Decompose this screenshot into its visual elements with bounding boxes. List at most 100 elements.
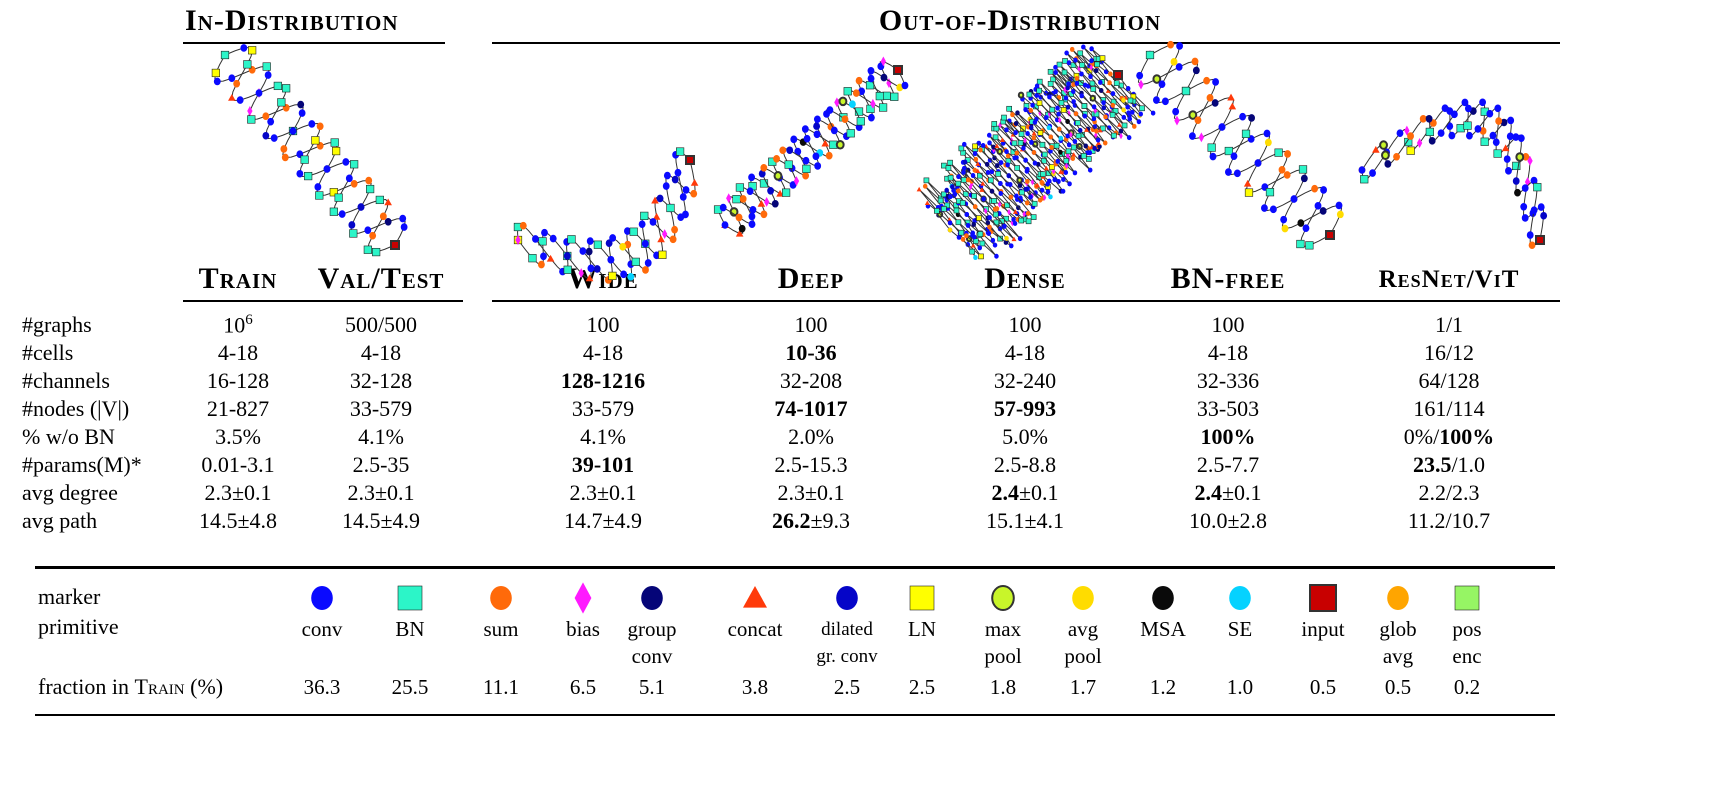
graph-node	[1158, 80, 1166, 88]
graph-node	[813, 115, 821, 124]
graph-node	[1065, 148, 1072, 155]
graph-node	[1372, 145, 1380, 153]
graph-node	[1416, 138, 1423, 148]
graph-node	[349, 229, 358, 238]
graph-node	[735, 229, 744, 237]
legend-fraction: 0.2	[1453, 675, 1481, 699]
graph-node	[607, 255, 615, 264]
graph-node	[233, 79, 241, 88]
graph-node	[1069, 131, 1073, 138]
graph-node	[1446, 122, 1454, 130]
legend-marker-sum	[490, 586, 512, 610]
graph-node	[1486, 109, 1494, 118]
graph-node	[578, 268, 584, 279]
graph-node	[959, 200, 966, 206]
table-cell: 15.1±4.1	[986, 508, 1064, 534]
graph-node	[1058, 99, 1065, 106]
cell-value: 0%/	[1403, 424, 1440, 449]
graph-node	[948, 194, 953, 200]
graph-node	[1070, 144, 1077, 151]
graph-node	[802, 171, 810, 180]
graph-node	[1060, 188, 1066, 194]
cell-value: 4-18	[360, 340, 402, 365]
table-cell: 10.0±2.8	[1189, 508, 1267, 534]
cell-value: 11.2/10.7	[1407, 508, 1491, 533]
graph-node	[1404, 125, 1410, 136]
table-cell: 2.0%	[788, 424, 834, 450]
legend-marker-bn	[397, 585, 423, 611]
graph-node	[995, 171, 1002, 177]
graph-node	[372, 247, 381, 257]
graph-node	[964, 212, 970, 217]
graph-node	[764, 196, 770, 207]
graph-node	[969, 178, 974, 184]
legend-marker-bias	[574, 582, 592, 614]
graph-node	[1008, 194, 1014, 200]
primitive-name-line2: pool	[984, 644, 1022, 668]
cell-value: 2.3±0.1	[347, 480, 415, 505]
graph-node	[1522, 152, 1530, 161]
pos-marker-icon	[1454, 585, 1480, 611]
graph-node	[228, 74, 236, 83]
graph-node	[640, 211, 649, 220]
graph-node	[1041, 151, 1048, 158]
cell-value: 100	[794, 312, 828, 337]
graph-node	[1101, 105, 1107, 111]
graph-node	[965, 177, 971, 183]
graph-node	[585, 247, 593, 256]
graph-node	[1167, 40, 1175, 49]
legend-fraction: 2.5	[908, 675, 936, 699]
graph-node	[563, 252, 571, 260]
table-cell: 26.2±9.3	[772, 508, 850, 534]
graph-node	[955, 219, 962, 226]
graph-node	[1118, 128, 1124, 134]
primitive-name-line2: conv	[631, 644, 673, 668]
graph-node	[1042, 194, 1047, 201]
table-cell: 500/500	[345, 312, 417, 338]
graph-node	[1026, 91, 1033, 98]
graph-node	[1048, 194, 1053, 200]
graph-node	[1464, 104, 1472, 113]
graph-node	[1110, 91, 1116, 97]
cell-value: ±0.1	[1221, 480, 1262, 505]
graph-node	[1008, 182, 1013, 188]
bold-value: 26.2	[771, 508, 811, 533]
graph-node	[1530, 176, 1538, 185]
graph-node	[1265, 188, 1275, 197]
primitive-name: LN	[908, 617, 936, 641]
graph-node	[1480, 137, 1489, 146]
graph-node	[593, 240, 602, 249]
graph-node	[947, 220, 953, 226]
graph-node	[1206, 94, 1214, 102]
graph-node	[997, 235, 1003, 242]
graph-node	[1528, 241, 1536, 250]
architecture-graph-visualization	[513, 147, 699, 284]
graph-node	[846, 129, 855, 138]
graph-node	[1127, 116, 1133, 122]
graph-node	[843, 87, 852, 96]
graph-node	[532, 235, 539, 243]
graph-node	[1260, 204, 1268, 212]
graph-node	[960, 236, 966, 242]
graph-node	[1074, 75, 1080, 81]
graph-node	[1019, 189, 1025, 196]
header-rule	[492, 300, 1560, 302]
graph-node	[1527, 155, 1533, 166]
graph-node	[1057, 116, 1062, 124]
table-cell: 128-1216	[561, 368, 645, 394]
graph-node	[972, 167, 978, 173]
bn-marker-icon	[397, 585, 423, 611]
table-cell: 2.3±0.1	[204, 480, 271, 506]
cell-value: 4.1%	[358, 424, 404, 449]
graph-node	[758, 169, 766, 178]
graph-node	[1280, 215, 1288, 224]
graph-node	[690, 189, 698, 198]
cell-value: 74-1017	[774, 396, 848, 421]
graph-node	[644, 259, 652, 267]
graph-node	[384, 198, 392, 206]
graph-node	[962, 191, 969, 197]
group-rule	[492, 42, 1560, 44]
graph-node	[1101, 100, 1106, 106]
table-cell: 100%	[1201, 424, 1256, 450]
graph-node	[947, 159, 953, 166]
